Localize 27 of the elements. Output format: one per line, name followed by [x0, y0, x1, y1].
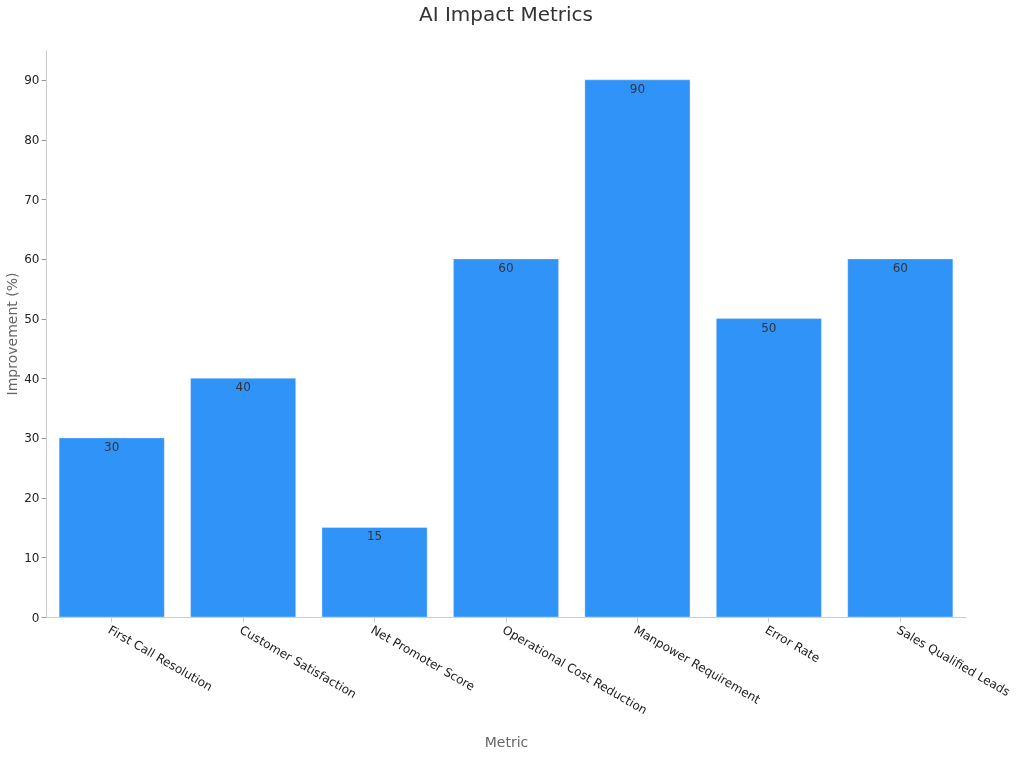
- bar: [847, 258, 954, 618]
- data-label: 50: [761, 320, 777, 335]
- bar: [58, 437, 165, 618]
- data-label: 60: [892, 260, 908, 275]
- y-axis-title: Improvement (%): [4, 272, 21, 396]
- x-axis-title: Metric: [484, 734, 529, 751]
- data-label: 15: [366, 529, 383, 544]
- chart-title: AI Impact Metrics: [418, 2, 594, 26]
- data-label: 60: [498, 260, 514, 275]
- y-tick-label: 0: [31, 610, 40, 625]
- y-tick-label: 80: [24, 133, 40, 148]
- y-tick-label: 30: [24, 431, 40, 446]
- bar: [321, 526, 428, 618]
- data-label: 40: [235, 380, 251, 395]
- bar: [715, 318, 822, 618]
- y-tick-label: 50: [24, 312, 40, 327]
- y-tick-label: 70: [24, 192, 40, 207]
- bar: [190, 377, 297, 618]
- y-tick-label: 10: [24, 550, 40, 565]
- bar: [584, 79, 691, 618]
- data-label: 90: [629, 81, 646, 96]
- bar: [452, 258, 560, 618]
- y-tick-label: 20: [24, 491, 40, 506]
- data-label: 30: [104, 439, 120, 454]
- y-tick-label: 60: [24, 252, 40, 267]
- y-tick-label: 90: [24, 73, 40, 88]
- y-tick-label: 40: [24, 371, 40, 386]
